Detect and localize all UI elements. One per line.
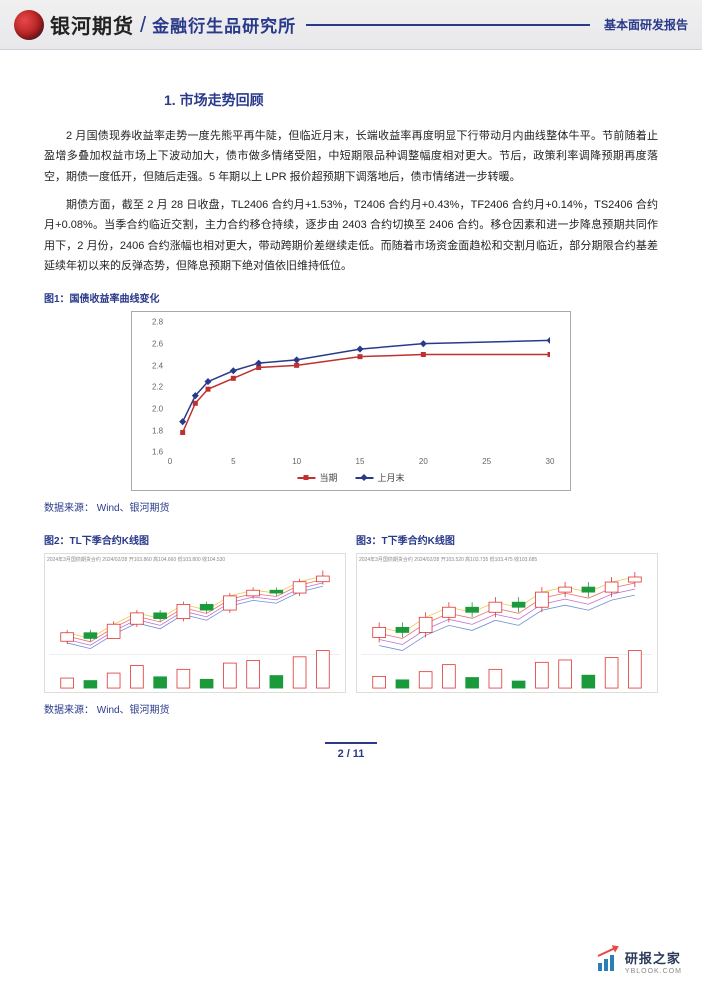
fig1-label: 图1：国债收益率曲线变化	[44, 290, 658, 305]
report-type: 基本面研发报告	[604, 16, 688, 33]
page-number: 2/11	[0, 748, 702, 760]
fig2-label: 图2：TL下季合约K线图	[44, 532, 346, 547]
page-current: 2	[338, 748, 344, 760]
fig3-label: 图3：T下季合约K线图	[356, 532, 658, 547]
chart-row: 图2：TL下季合约K线图 2024年3月国债期货合约 2024/02/28 开1…	[44, 518, 658, 693]
content-area: 1. 市场走势回顾 2 月国债现券收益率走势一度先熊平再牛陡，但临近月末，长端收…	[0, 50, 702, 716]
chart3-svg	[357, 554, 657, 692]
legend-lastmonth: 上月末	[356, 471, 405, 484]
fig2-header: 2024年3月国债期货合约 2024/02/28 开103.860 高104.6…	[47, 556, 341, 563]
watermark: 研报之家 YBLOOK.COM	[598, 948, 682, 975]
page: 银河期货 / 金融衍生品研究所 基本面研发报告 1. 市场走势回顾 2 月国债现…	[0, 0, 702, 991]
legend-current-label: 当期	[319, 471, 337, 484]
header-line	[306, 24, 590, 26]
brand-divider: /	[140, 12, 146, 38]
fig3-header: 2024年3月国债期货合约 2024/02/28 开103.520 高103.7…	[359, 556, 653, 563]
chart1-legend: 当期 上月末	[297, 471, 404, 484]
legend-lastmonth-label: 上月末	[378, 471, 405, 484]
section-title: 1. 市场走势回顾	[164, 90, 658, 110]
header-bar: 银河期货 / 金融衍生品研究所 基本面研发报告	[0, 0, 702, 50]
t-candlestick-chart: 2024年3月国债期货合约 2024/02/28 开103.520 高103.7…	[356, 553, 658, 693]
tl-candlestick-chart: 2024年3月国债期货合约 2024/02/28 开103.860 高104.6…	[44, 553, 346, 693]
chart1-svg	[170, 322, 550, 452]
fig1-source: 数据来源： Wind、银河期货	[44, 499, 658, 514]
paragraph-1: 2 月国债现券收益率走势一度先熊平再牛陡，但临近月末，长端收益率再度明显下行带动…	[44, 126, 658, 187]
watermark-sub: YBLOOK.COM	[625, 968, 682, 975]
watermark-text: 研报之家	[625, 951, 681, 966]
paragraph-2: 期债方面，截至 2 月 28 日收盘，TL2406 合约月+1.53%，T240…	[44, 195, 658, 276]
fig23-source: 数据来源： Wind、银河期货	[44, 701, 658, 716]
page-total: 11	[353, 748, 365, 760]
footer-separator	[325, 742, 377, 744]
watermark-icon	[598, 953, 620, 971]
logo-icon	[14, 10, 44, 40]
institute-name: 金融衍生品研究所	[152, 12, 296, 37]
brand-name: 银河期货	[50, 10, 134, 39]
yield-curve-chart: 1.61.82.02.22.42.62.8 051015202530 当期 上月…	[131, 311, 571, 491]
legend-current: 当期	[297, 471, 337, 484]
chart2-svg	[45, 554, 345, 692]
